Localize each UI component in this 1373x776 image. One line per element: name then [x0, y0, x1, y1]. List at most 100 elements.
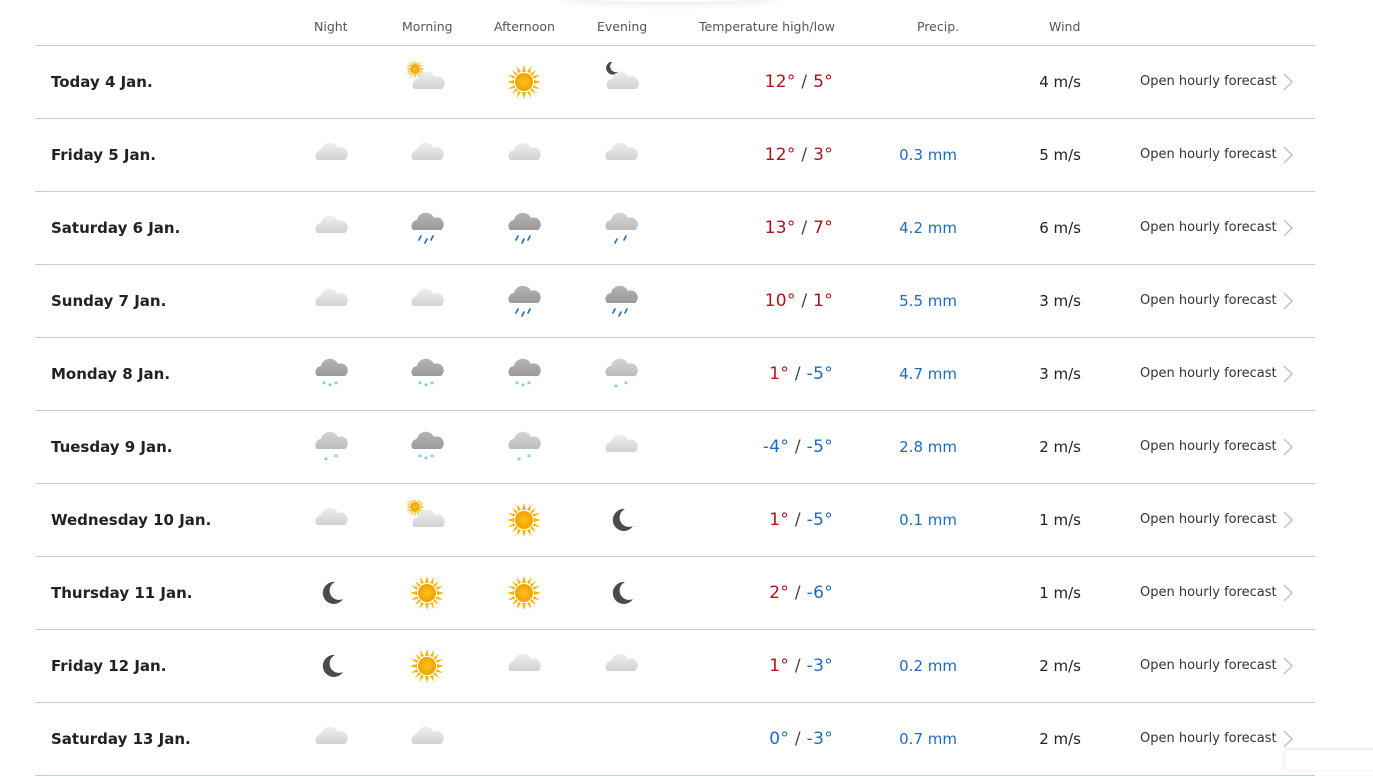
forecast-row[interactable]: Tuesday 9 Jan. * * * * * * * -4° / -5° 2.8 mm 2 m/… — [35, 411, 1315, 484]
cloud-icon — [411, 726, 444, 744]
cloud-icon — [315, 142, 348, 160]
chevron-right-icon[interactable] — [1281, 72, 1295, 92]
header-morning: Morning — [402, 19, 453, 34]
sun-icon — [507, 503, 541, 537]
temp-high: 12° — [764, 145, 796, 165]
open-hourly-forecast-link[interactable]: Open hourly forecast — [1140, 439, 1277, 454]
light-snow-icon: * * — [508, 431, 541, 465]
cloud-icon — [411, 142, 444, 160]
cloud-icon — [508, 653, 541, 671]
day-label: Tuesday 9 Jan. — [51, 438, 173, 456]
svg-text:*: * — [527, 453, 531, 462]
cloud-icon — [605, 434, 638, 452]
precipitation: 4.7 mm — [899, 365, 957, 383]
wind-speed: 2 m/s — [1039, 657, 1081, 675]
cloud-icon — [315, 215, 348, 233]
table-header: Night Morning Afternoon Evening Temperat… — [35, 0, 1315, 46]
snow-icon: * * * — [315, 358, 348, 391]
temp-low: -5° — [806, 510, 833, 530]
header-afternoon: Afternoon — [494, 19, 555, 34]
day-label: Sunday 7 Jan. — [51, 292, 167, 310]
forecast-row[interactable]: Sunday 7 Jan. 10° / 1° 5.5 mm 3 m/s Open hou… — [35, 265, 1315, 338]
temp-low: -3° — [806, 656, 833, 676]
svg-text:*: * — [334, 380, 338, 389]
open-hourly-forecast-link[interactable]: Open hourly forecast — [1140, 658, 1277, 673]
day-label: Saturday 13 Jan. — [51, 730, 191, 748]
temperature: 0° / -3° — [769, 729, 833, 749]
day-label: Saturday 6 Jan. — [51, 219, 181, 237]
cloud-icon — [605, 142, 638, 160]
open-hourly-forecast-link[interactable]: Open hourly forecast — [1140, 74, 1277, 89]
sun-icon — [410, 649, 444, 683]
chevron-right-icon[interactable] — [1281, 729, 1295, 749]
temp-high: 2° — [769, 583, 790, 603]
forecast-row[interactable]: Friday 12 Jan. 1° / -3° 0.2 mm 2 m/s Open ho… — [35, 630, 1315, 703]
chevron-right-icon[interactable] — [1281, 583, 1295, 603]
temperature: 12° / 3° — [764, 145, 833, 165]
moon-icon — [612, 581, 633, 604]
light-snow-icon: * * — [605, 358, 638, 392]
moon-icon — [322, 581, 343, 604]
chevron-right-icon[interactable] — [1281, 437, 1295, 457]
open-hourly-forecast-link[interactable]: Open hourly forecast — [1140, 731, 1277, 746]
svg-text:*: * — [430, 453, 434, 462]
open-hourly-forecast-link[interactable]: Open hourly forecast — [1140, 147, 1277, 162]
wind-speed: 3 m/s — [1039, 292, 1081, 310]
svg-text:*: * — [328, 382, 332, 391]
precipitation: 4.2 mm — [899, 219, 957, 237]
open-hourly-forecast-link[interactable]: Open hourly forecast — [1140, 512, 1277, 527]
svg-text:*: * — [517, 456, 521, 465]
chevron-right-icon[interactable] — [1281, 364, 1295, 384]
forecast-rows: Today 4 Jan. 12° / 5° 4 m/s Open hourly for… — [35, 46, 1315, 776]
day-label: Monday 8 Jan. — [51, 365, 171, 383]
svg-text:*: * — [418, 380, 422, 389]
wind-speed: 2 m/s — [1039, 438, 1081, 456]
open-hourly-forecast-link[interactable]: Open hourly forecast — [1140, 293, 1277, 308]
temp-low: -5° — [806, 364, 833, 384]
temperature: 12° / 5° — [764, 72, 833, 92]
chevron-right-icon[interactable] — [1281, 218, 1295, 238]
temp-high: -4° — [762, 437, 790, 457]
svg-text:*: * — [334, 453, 338, 462]
forecast-row[interactable]: Saturday 13 Jan. 0° / -3° 0.7 mm 2 m/s Open … — [35, 703, 1315, 776]
temperature: 1° / -5° — [769, 364, 833, 384]
rain-icon — [508, 285, 541, 317]
corner-widget — [1285, 750, 1373, 770]
light-rain-icon — [605, 212, 638, 244]
wind-speed: 2 m/s — [1039, 730, 1081, 748]
wind-speed: 5 m/s — [1039, 146, 1081, 164]
wind-speed: 1 m/s — [1039, 511, 1081, 529]
header-temperature: Temperature high/low — [699, 19, 835, 34]
temp-low: -6° — [806, 583, 833, 603]
sun-icon — [507, 65, 541, 99]
forecast-row[interactable]: Saturday 6 Jan. 13° / 7° 4.2 mm 6 m/s Open h… — [35, 192, 1315, 265]
chevron-right-icon[interactable] — [1281, 510, 1295, 530]
chevron-right-icon[interactable] — [1281, 656, 1295, 676]
forecast-row[interactable]: Today 4 Jan. 12° / 5° 4 m/s Open hourly for… — [35, 46, 1315, 119]
forecast-row[interactable]: Wednesday 10 Jan. 1° / -5° 0.1 mm 1 m/s Open… — [35, 484, 1315, 557]
forecast-table: Night Morning Afternoon Evening Temperat… — [35, 0, 1315, 776]
cloud-icon — [315, 288, 348, 306]
forecast-row[interactable]: Thursday 11 Jan. 2° / -6° 1 m/s Open hourly… — [35, 557, 1315, 630]
open-hourly-forecast-link[interactable]: Open hourly forecast — [1140, 366, 1277, 381]
svg-text:*: * — [527, 380, 531, 389]
svg-text:*: * — [614, 383, 618, 392]
svg-text:*: * — [624, 380, 628, 389]
temperature: 1° / -5° — [769, 510, 833, 530]
chevron-right-icon[interactable] — [1281, 291, 1295, 311]
forecast-row[interactable]: Friday 5 Jan. 12° / 3° 0.3 mm 5 m/s Open hou… — [35, 119, 1315, 192]
open-hourly-forecast-link[interactable]: Open hourly forecast — [1140, 585, 1277, 600]
temp-low: -5° — [806, 437, 833, 457]
day-label: Friday 5 Jan. — [51, 146, 156, 164]
svg-text:*: * — [521, 382, 525, 391]
rain-icon — [508, 212, 541, 244]
temperature: 2° / -6° — [769, 583, 833, 603]
cloud-icon — [508, 142, 541, 160]
chevron-right-icon[interactable] — [1281, 145, 1295, 165]
forecast-row[interactable]: Monday 8 Jan. * * * * * * * * * * * 1° / -5° 4.7 mm 3 … — [35, 338, 1315, 411]
open-hourly-forecast-link[interactable]: Open hourly forecast — [1140, 220, 1277, 235]
cloud-icon — [315, 507, 348, 525]
svg-text:*: * — [424, 382, 428, 391]
wind-speed: 1 m/s — [1039, 584, 1081, 602]
temp-low: -3° — [806, 729, 833, 749]
